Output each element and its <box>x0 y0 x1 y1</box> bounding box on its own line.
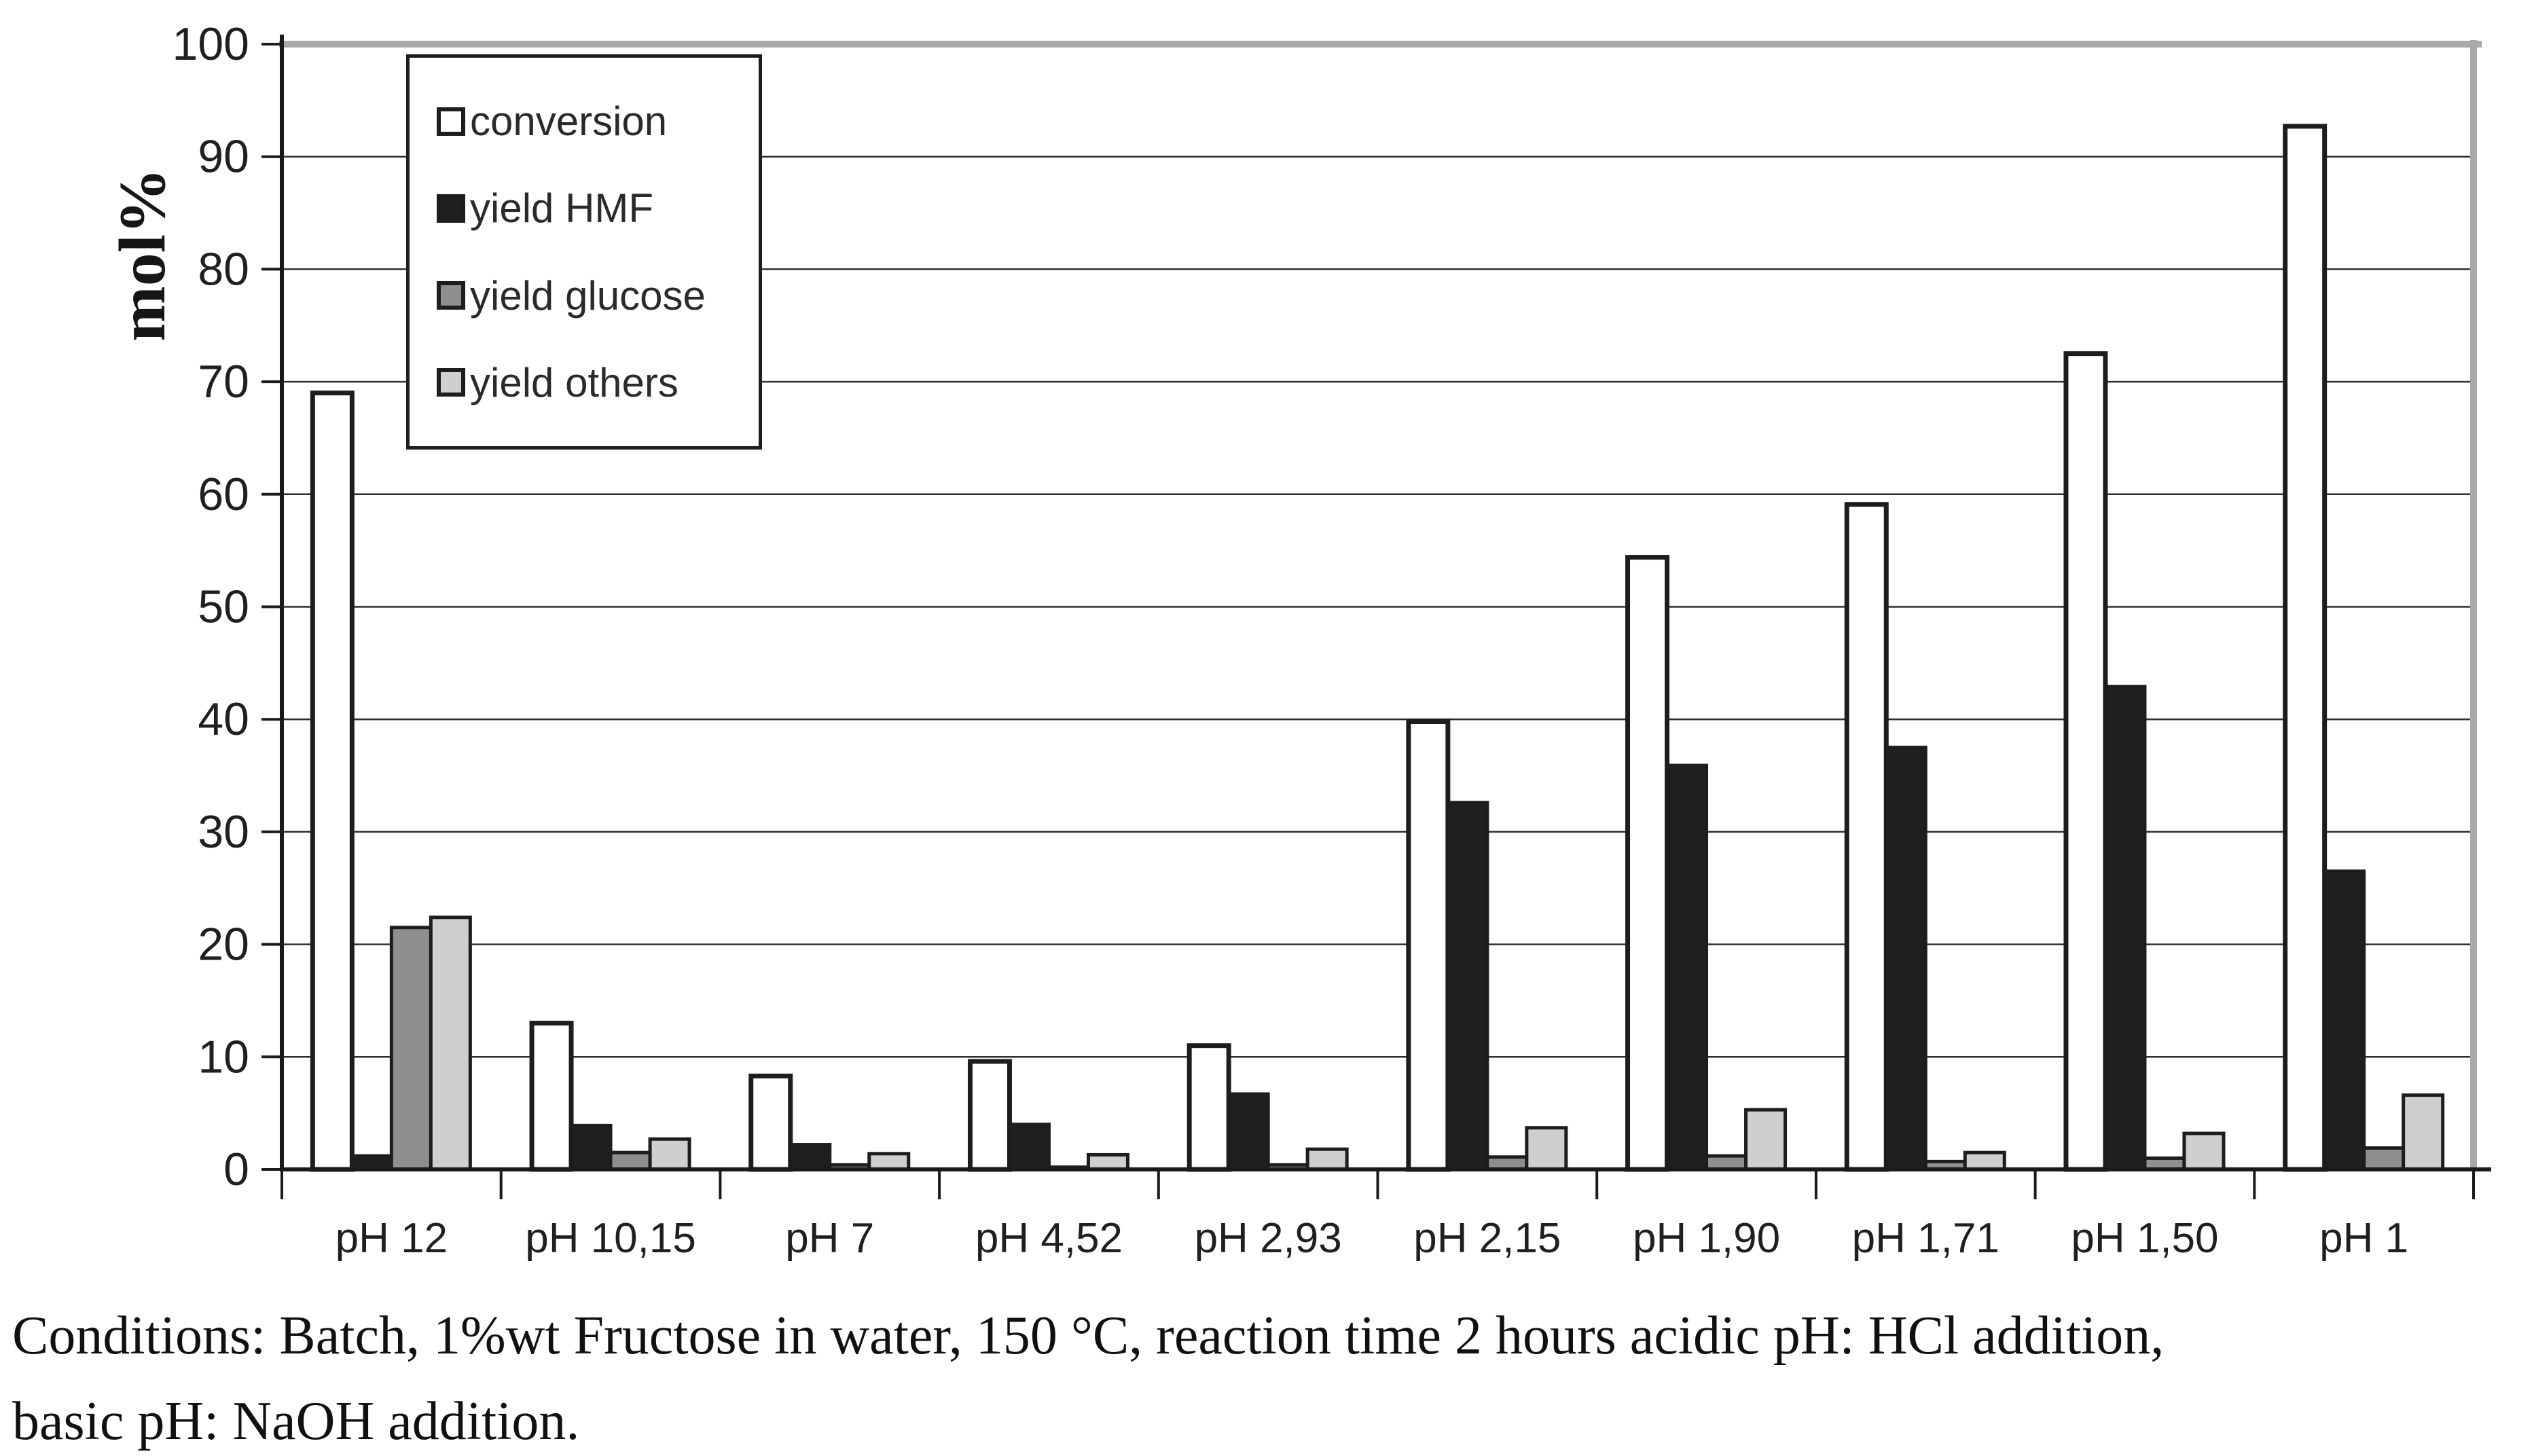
legend-item-yield-others: yield others <box>437 359 759 406</box>
legend-label: yield others <box>470 359 678 405</box>
x-tick-label: pH 2,15 <box>1413 1215 1561 1262</box>
y-tick-label: 100 <box>173 18 249 70</box>
bar-conversion-pH-12 <box>310 390 355 1172</box>
x-tick-label: pH 4,52 <box>975 1215 1123 1262</box>
y-tick-label: 20 <box>198 919 249 970</box>
bar-yield-others-pH-1,71 <box>1963 1150 2006 1171</box>
bar-yield-others-pH-4,52 <box>1086 1152 1129 1171</box>
yield-glucose-swatch-icon <box>437 281 465 310</box>
legend-item-yield-glucose: yield glucose <box>437 272 759 319</box>
bar-conversion-pH-1,50 <box>2063 351 2108 1172</box>
bar-yield-others-pH-1,90 <box>1744 1108 1788 1171</box>
bar-conversion-pH-1,90 <box>1625 555 1670 1172</box>
x-tick-label: pH 12 <box>336 1215 448 1262</box>
bar-conversion-pH-4,52 <box>967 1059 1012 1172</box>
bar-conversion-pH-1 <box>2283 124 2328 1172</box>
x-tick-label: pH 10,15 <box>525 1215 696 1262</box>
x-tick-label: pH 1,71 <box>1852 1215 1999 1262</box>
legend: conversion yield HMF yield glucose yield… <box>406 54 762 450</box>
legend-item-conversion: conversion <box>437 98 759 145</box>
x-tick-label: pH 1,90 <box>1633 1215 1780 1262</box>
bar-yield-HMF-pH-1,90 <box>1665 763 1709 1171</box>
x-tick-label: pH 2,93 <box>1195 1215 1342 1262</box>
y-tick-label: 70 <box>198 356 249 407</box>
bar-yield-HMF-pH-7 <box>789 1143 832 1171</box>
bar-yield-HMF-pH-10,15 <box>569 1123 613 1171</box>
bar-conversion-pH-10,15 <box>529 1021 574 1172</box>
legend-label: conversion <box>470 98 668 145</box>
legend-item-yield-hmf: yield HMF <box>437 185 759 232</box>
y-tick-label: 30 <box>198 806 249 858</box>
bar-conversion-pH-2,15 <box>1406 719 1451 1172</box>
caption-line-1: Conditions: Batch, 1%wt Fructose in wate… <box>12 1306 2165 1366</box>
bar-yield-glucose-pH-10,15 <box>609 1150 652 1171</box>
bar-yield-HMF-pH-2,93 <box>1227 1092 1270 1171</box>
bar-yield-glucose-pH-1 <box>2362 1146 2406 1171</box>
conversion-swatch-icon <box>437 107 465 136</box>
bar-conversion-pH-7 <box>748 1073 793 1172</box>
bar-yield-HMF-pH-1,50 <box>2103 685 2147 1171</box>
bar-yield-others-pH-7 <box>867 1152 911 1171</box>
y-tick-label: 60 <box>198 469 249 520</box>
caption-line-2: basic pH: NaOH addition. <box>12 1391 580 1451</box>
bar-yield-HMF-pH-2,15 <box>1446 801 1489 1171</box>
bar-yield-HMF-pH-1,71 <box>1884 746 1927 1171</box>
y-tick-label: 40 <box>198 693 249 745</box>
bar-yield-others-pH-1,50 <box>2182 1131 2226 1171</box>
bar-yield-HMF-pH-4,52 <box>1007 1123 1051 1171</box>
yield-hmf-swatch-icon <box>437 194 465 223</box>
bar-yield-others-pH-12 <box>429 915 472 1171</box>
y-tick-label: 50 <box>198 581 249 633</box>
yield-others-swatch-icon <box>437 368 465 397</box>
bar-yield-others-pH-2,93 <box>1305 1147 1349 1171</box>
bar-yield-glucose-pH-12 <box>389 926 433 1171</box>
x-tick-label: pH 1 <box>2319 1215 2408 1262</box>
y-tick-label: 0 <box>223 1144 249 1195</box>
y-axis-title: mol% <box>106 168 179 342</box>
y-tick-label: 80 <box>198 243 249 295</box>
legend-label: yield HMF <box>470 185 654 232</box>
bar-yield-others-pH-2,15 <box>1525 1126 1568 1171</box>
x-tick-label: pH 7 <box>785 1215 874 1262</box>
bar-yield-HMF-pH-1 <box>2323 869 2366 1171</box>
bar-conversion-pH-2,93 <box>1187 1043 1231 1172</box>
x-tick-label: pH 1,50 <box>2071 1215 2218 1262</box>
bar-yield-others-pH-1 <box>2402 1093 2445 1171</box>
legend-label: yield glucose <box>470 272 706 318</box>
y-tick-label: 10 <box>198 1031 249 1082</box>
y-tick-label: 90 <box>198 131 249 183</box>
bar-conversion-pH-1,71 <box>1844 502 1889 1172</box>
bar-yield-others-pH-10,15 <box>648 1137 691 1171</box>
